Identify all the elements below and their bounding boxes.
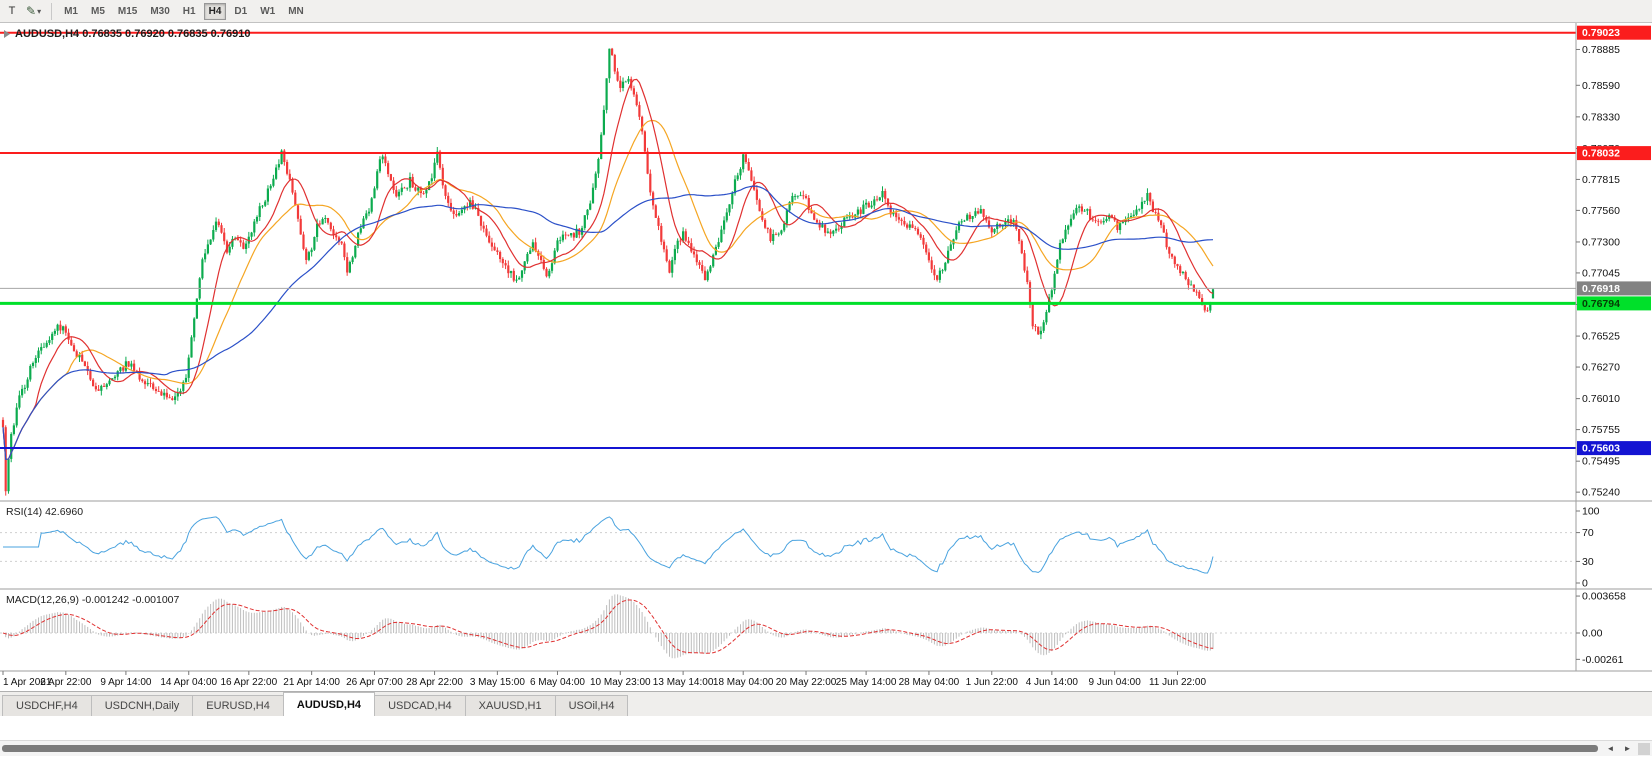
svg-text:9 Jun 04:00: 9 Jun 04:00 <box>1089 677 1142 688</box>
svg-text:25 May 14:00: 25 May 14:00 <box>836 677 897 688</box>
ma-24-line <box>2 119 1214 460</box>
rsi-line <box>3 516 1214 574</box>
svg-text:0.78590: 0.78590 <box>1582 80 1620 92</box>
svg-text:1 Apr 2021: 1 Apr 2021 <box>3 677 52 688</box>
svg-text:1 Jun 22:00: 1 Jun 22:00 <box>966 677 1019 688</box>
svg-text:20 May 22:00: 20 May 22:00 <box>776 677 837 688</box>
timeframe-mn-button[interactable]: MN <box>288 5 304 17</box>
timeframe-m5-button[interactable]: M5 <box>90 5 105 17</box>
svg-text:0.77815: 0.77815 <box>1582 174 1620 186</box>
svg-text:9 Apr 14:00: 9 Apr 14:00 <box>100 677 152 688</box>
timeframe-buttons: M1 M5 M15 M30 H1 H4 D1 W1 MN <box>59 2 309 20</box>
scrollbar-corner-grip <box>1638 742 1650 755</box>
macd-label: MACD(12,26,9) -0.001242 -0.001007 <box>6 594 180 606</box>
one-click-trading-arrow[interactable] <box>4 30 10 38</box>
svg-text:26 Apr 07:00: 26 Apr 07:00 <box>346 677 403 688</box>
svg-text:0.75603: 0.75603 <box>1582 443 1620 455</box>
svg-text:0.76010: 0.76010 <box>1582 393 1620 405</box>
horizontal-scrollbar[interactable]: ◄ ► <box>0 740 1652 756</box>
svg-text:0.78032: 0.78032 <box>1582 148 1620 160</box>
chart-tab-usdcad-h4[interactable]: USDCAD,H4 <box>374 695 466 716</box>
svg-text:0.77300: 0.77300 <box>1582 236 1620 248</box>
level-badge-0.78032: 0.78032 <box>1577 146 1651 161</box>
top-toolbar: T ✎ ▾ M1 M5 M15 M30 H1 H4 D1 W1 MN <box>0 0 1652 23</box>
svg-text:0.76794: 0.76794 <box>1582 298 1620 310</box>
svg-text:18 May 04:00: 18 May 04:00 <box>713 677 774 688</box>
svg-text:0.00: 0.00 <box>1582 628 1603 640</box>
scroll-right-button[interactable]: ► <box>1623 744 1632 753</box>
timeframe-h4-button[interactable]: H4 <box>203 2 227 20</box>
scrollbar-thumb[interactable] <box>2 745 1598 752</box>
draw-tool-button[interactable]: ✎ ▾ <box>23 2 44 21</box>
level-badge-0.75603: 0.75603 <box>1577 441 1651 456</box>
svg-text:0.76918: 0.76918 <box>1582 283 1620 295</box>
symbol-ohlc-label: AUDUSD,H4 0.76835 0.76920 0.76835 0.7691… <box>15 28 250 40</box>
svg-text:21 Apr 14:00: 21 Apr 14:00 <box>283 677 340 688</box>
pencil-icon: ✎ <box>26 4 37 18</box>
svg-text:28 Apr 22:00: 28 Apr 22:00 <box>406 677 463 688</box>
svg-text:0.75240: 0.75240 <box>1582 487 1620 499</box>
candles-layer <box>1 47 1215 496</box>
svg-text:30: 30 <box>1582 556 1594 568</box>
ma-12-line <box>2 78 1214 460</box>
svg-text:0.79023: 0.79023 <box>1582 27 1620 39</box>
ma-60-line <box>2 185 1214 460</box>
bottom-gap <box>0 716 1652 740</box>
price-chart[interactable]: 0.788850.785900.783300.780700.778150.775… <box>0 23 1652 691</box>
svg-text:4 Jun 14:00: 4 Jun 14:00 <box>1026 677 1079 688</box>
macd-histogram <box>5 594 1214 659</box>
level-badge-0.79023: 0.79023 <box>1577 25 1651 40</box>
chart-tab-usoil-h4[interactable]: USOil,H4 <box>554 695 629 716</box>
chart-tab-xauusd-h1[interactable]: XAUUSD,H1 <box>464 695 556 716</box>
chart-tabs: USDCHF,H4 USDCNH,Daily EURUSD,H4 AUDUSD,H4 U… <box>0 691 1652 716</box>
svg-text:13 May 14:00: 13 May 14:00 <box>653 677 714 688</box>
bid-price-badge: 0.76918 <box>1577 281 1651 296</box>
svg-text:28 May 04:00: 28 May 04:00 <box>899 677 960 688</box>
chart-tab-usdcnh-daily[interactable]: USDCNH,Daily <box>90 695 194 716</box>
svg-text:0.77560: 0.77560 <box>1582 205 1620 217</box>
macd-axis[interactable]: 0.003658 0.00 -0.00261 <box>1576 591 1626 666</box>
svg-text:0: 0 <box>1582 578 1588 590</box>
svg-text:-0.00261: -0.00261 <box>1582 654 1624 666</box>
rsi-axis[interactable]: 100 70 30 0 <box>1576 506 1600 590</box>
timeframe-d1-button[interactable]: D1 <box>234 5 248 17</box>
svg-text:0.77045: 0.77045 <box>1582 267 1620 279</box>
chart-tab-eurusd-h4[interactable]: EURUSD,H4 <box>192 695 284 716</box>
svg-text:100: 100 <box>1582 506 1600 518</box>
timeframe-h1-button[interactable]: H1 <box>182 5 196 17</box>
toolbar-separator <box>51 2 53 20</box>
svg-text:0.78885: 0.78885 <box>1582 44 1620 56</box>
rsi-label: RSI(14) 42.6960 <box>6 506 83 518</box>
timeframe-m15-button[interactable]: M15 <box>117 5 138 17</box>
svg-text:0.76270: 0.76270 <box>1582 362 1620 374</box>
svg-text:3 May 15:00: 3 May 15:00 <box>470 677 525 688</box>
scroll-left-button[interactable]: ◄ <box>1606 744 1615 753</box>
svg-text:6 Apr 22:00: 6 Apr 22:00 <box>40 677 92 688</box>
svg-text:0.78330: 0.78330 <box>1582 111 1620 123</box>
chart-tab-audusd-h4[interactable]: AUDUSD,H4 <box>282 692 376 716</box>
svg-text:16 Apr 22:00: 16 Apr 22:00 <box>220 677 277 688</box>
caret-down-icon: ▾ <box>37 6 42 16</box>
svg-text:10 May 23:00: 10 May 23:00 <box>590 677 651 688</box>
templates-button[interactable]: T <box>8 5 16 17</box>
svg-text:6 May 04:00: 6 May 04:00 <box>530 677 585 688</box>
price-axis[interactable]: 0.788850.785900.783300.780700.778150.775… <box>1576 44 1620 499</box>
svg-text:70: 70 <box>1582 527 1594 539</box>
timeframe-w1-button[interactable]: W1 <box>260 5 276 17</box>
svg-text:11 Jun 22:00: 11 Jun 22:00 <box>1149 677 1207 688</box>
svg-text:0.75495: 0.75495 <box>1582 456 1620 468</box>
macd-signal-line <box>2 599 1214 654</box>
svg-text:0.76525: 0.76525 <box>1582 331 1620 343</box>
level-badge-0.76794: 0.76794 <box>1577 296 1651 311</box>
chart-tab-usdchf-h4[interactable]: USDCHF,H4 <box>2 695 92 716</box>
timeframe-m30-button[interactable]: M30 <box>150 5 170 17</box>
svg-text:0.003658: 0.003658 <box>1582 591 1626 603</box>
timeframe-m1-button[interactable]: M1 <box>64 5 78 17</box>
svg-text:0.75755: 0.75755 <box>1582 424 1620 436</box>
svg-text:14 Apr 04:00: 14 Apr 04:00 <box>160 677 217 688</box>
